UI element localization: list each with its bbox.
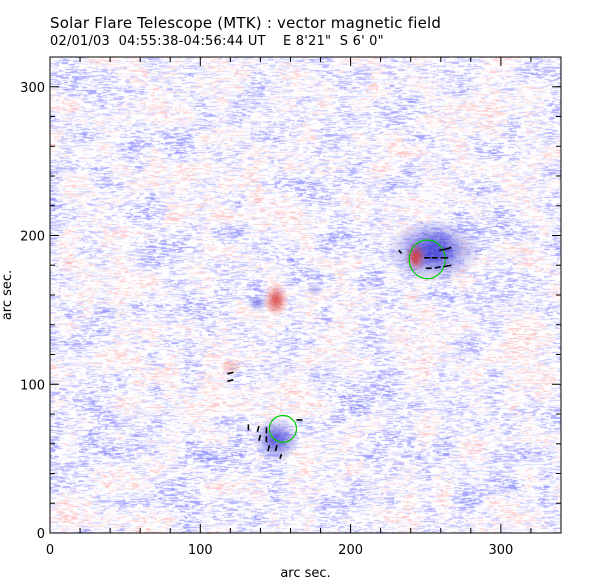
magnetic-field-image <box>50 57 561 533</box>
field-vector <box>279 453 283 459</box>
figure-title: Solar Flare Telescope (MTK) : vector mag… <box>50 14 442 32</box>
transverse-field-vectors <box>227 246 452 459</box>
x-tick-label: 0 <box>46 543 54 558</box>
field-intensity-image <box>50 57 561 533</box>
y-tick-label: 100 <box>20 378 45 393</box>
field-vector <box>439 248 447 252</box>
y-tick-label: 200 <box>20 230 45 245</box>
x-tick-label: 200 <box>338 543 363 558</box>
field-vector <box>274 445 278 452</box>
field-vector <box>256 425 260 433</box>
x-axis-label: arc sec. <box>280 566 330 581</box>
figure-subtitle: 02/01/03 04:55:38-04:56:44 UT E 8'21" S … <box>50 34 384 49</box>
field-vector <box>227 371 234 375</box>
x-tick-label: 300 <box>488 543 513 558</box>
field-vector <box>227 379 234 383</box>
y-axis-label: arc sec. <box>0 270 15 320</box>
field-vector <box>398 249 403 254</box>
field-vector <box>258 434 262 441</box>
x-tick-label: 100 <box>188 543 213 558</box>
field-vector <box>443 264 452 268</box>
contour-upper-right <box>408 239 446 280</box>
field-vector <box>434 265 441 270</box>
polarity-inversion-contours <box>268 239 446 443</box>
y-tick-label: 300 <box>20 81 45 96</box>
y-tick-label: 0 <box>37 527 45 542</box>
field-vector <box>446 246 452 250</box>
field-vector <box>267 445 271 452</box>
contour-lower <box>268 414 298 443</box>
axis-ticks: 0 100 200 300 0 100 200 300 <box>20 56 562 558</box>
